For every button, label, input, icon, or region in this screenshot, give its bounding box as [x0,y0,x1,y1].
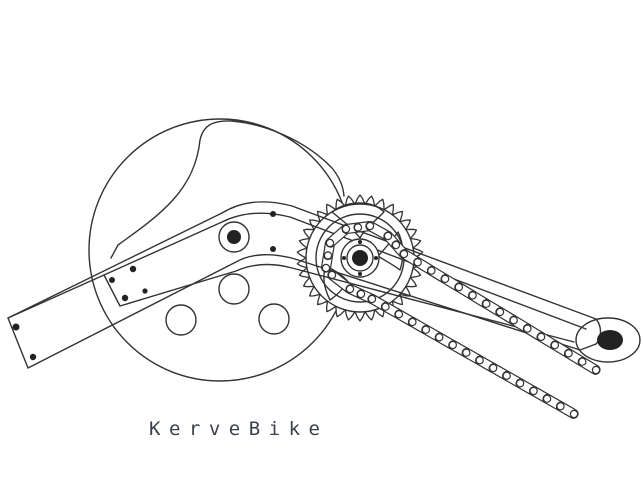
mount-bolts [12,211,276,361]
chain-roller [321,263,331,273]
chain-roller [569,409,579,419]
chain-roller [591,365,601,375]
chain-roller [345,284,355,294]
pivot-boss [218,221,250,253]
chain-roller [353,223,363,232]
chain-roller [341,224,351,234]
chain-roller [394,310,404,319]
lightening-holes [165,273,290,336]
chain-roller [413,258,422,267]
chain-roller [536,332,546,342]
chain-roller [462,348,471,357]
chain-roller [435,333,444,342]
chain-lower-run [327,270,579,419]
chain-roller [578,357,587,366]
chain-roller [325,238,335,248]
chain-roller [427,266,436,275]
chain-roller [550,340,560,350]
chain-roller [381,302,390,311]
chain-roller [482,299,491,308]
chain-roller [367,294,377,304]
chain-roller [365,221,375,231]
chain-roller [408,317,417,327]
chain-roller [448,340,457,350]
chain-roller [391,240,401,250]
chain-roller [399,249,409,259]
chain-upper-run [320,221,601,375]
chain-roller [323,251,333,260]
chain-roller [556,402,565,411]
chain-roller [383,231,393,241]
chain-roller [542,394,552,403]
brand-caption: KerveBike [149,418,329,440]
chain-roller [509,316,518,325]
pedal-boss [575,317,641,363]
hub [340,238,380,278]
chain-roller [440,274,450,284]
chain-roller [515,379,525,388]
chain-roller [523,324,532,333]
chain-roller [356,289,366,299]
chain-roller [502,371,511,380]
chain-roller [421,325,431,334]
chain-roller [475,356,484,365]
chain-roller [564,349,573,358]
chain-roller [495,307,505,317]
chain-roller [529,386,538,396]
chain-roller [468,291,477,300]
chain-roller [454,282,464,292]
chain-roller [489,363,498,373]
